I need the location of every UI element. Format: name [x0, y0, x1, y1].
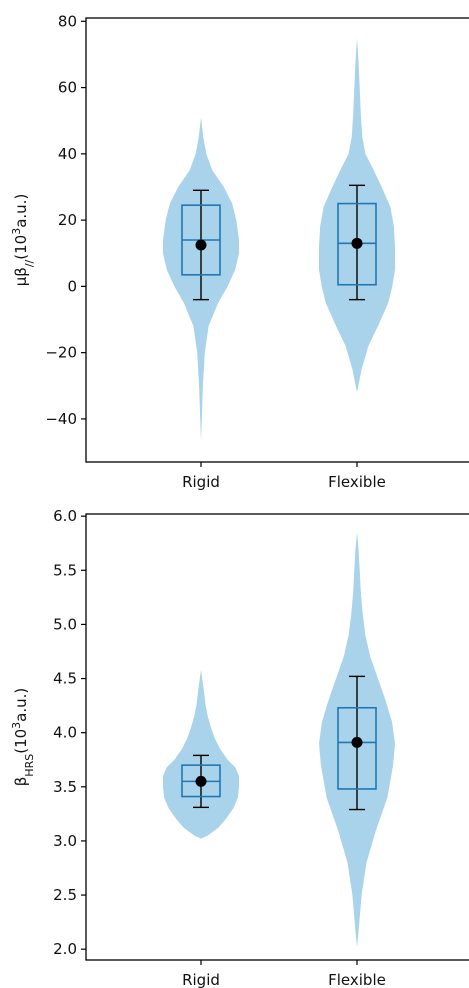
y-tick-label: 5.5: [53, 561, 77, 579]
y-tick-label: 0: [67, 277, 77, 295]
mean-marker-rigid: [195, 239, 207, 251]
y-tick-label: 80: [58, 12, 77, 30]
y-tick-label: 40: [58, 145, 77, 163]
y-tick-label: −40: [45, 410, 77, 428]
x-tick-label-flexible: Flexible: [328, 971, 386, 988]
y-axis-label: βHRS(103a.u.): [10, 688, 36, 787]
box-flexible: [337, 706, 377, 790]
x-tick-label-rigid: Rigid: [182, 473, 220, 491]
mean-marker-flexible: [351, 237, 363, 249]
x-tick-label-rigid: Rigid: [182, 971, 220, 988]
y-tick-label: 20: [58, 211, 77, 229]
y-tick-label: 60: [58, 79, 77, 97]
y-tick-label: 5.0: [53, 615, 77, 633]
x-tick-label-flexible: Flexible: [328, 473, 386, 491]
axes-frame: [85, 513, 469, 961]
axes-frame: [85, 17, 469, 463]
y-axis-label: μβ//(103a.u.): [10, 194, 36, 287]
box-flexible: [337, 202, 377, 286]
y-tick-label: 3.5: [53, 778, 77, 796]
mean-marker-rigid: [195, 775, 207, 787]
panel-mu-beta: −40 −20 0 20 40 60 80 Rigid Flexible μβ//(103a.u.…: [10, 12, 469, 491]
y-tick-label: 2.0: [53, 940, 77, 958]
violin-rigid: [163, 669, 239, 839]
mean-marker-flexible: [351, 736, 363, 748]
y-tick-label: 4.5: [53, 670, 77, 688]
y-tick-label: −20: [45, 344, 77, 362]
y-tick-label: 2.5: [53, 886, 77, 904]
y-tick-label: 3.0: [53, 832, 77, 850]
y-tick-label: 6.0: [53, 507, 77, 525]
y-tick-label: 4.0: [53, 724, 77, 742]
panel-beta-hrs: 2.0 2.5 3.0 3.5 4.0 4.5 5.0 5.5 6.0 Rigid Flexible…: [10, 507, 469, 988]
